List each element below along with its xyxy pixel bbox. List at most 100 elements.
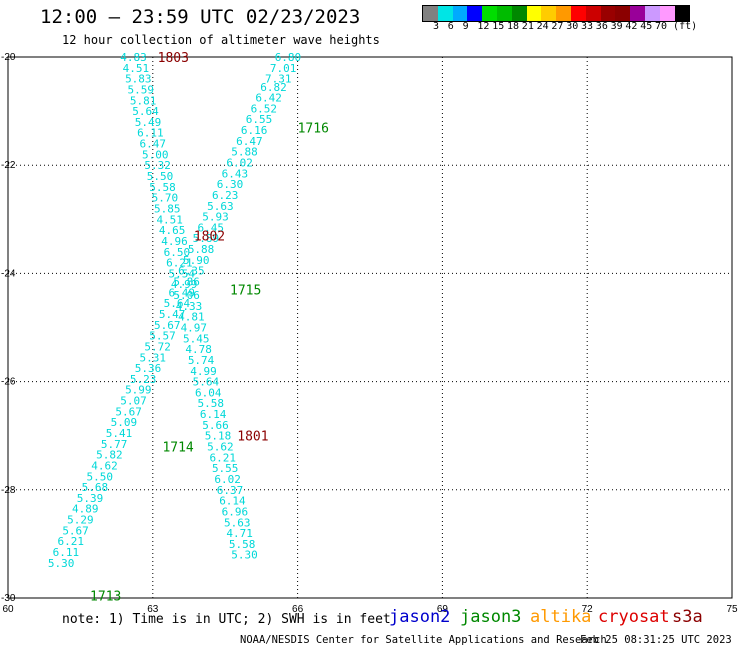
legend-swatch bbox=[541, 6, 557, 21]
wave-height-value: 4.81 bbox=[178, 311, 205, 324]
wave-height-value: 4.65 bbox=[159, 224, 186, 237]
legend-swatch bbox=[423, 6, 438, 21]
wave-height-value: 4.83 bbox=[120, 51, 147, 64]
wave-height-value: 5.36 bbox=[135, 362, 162, 375]
legend-swatch bbox=[511, 6, 527, 21]
wave-height-value: 5.89 bbox=[193, 232, 220, 245]
y-tick-label: -26 bbox=[1, 377, 16, 388]
satellite-label-jason3: jason3 bbox=[460, 607, 522, 627]
footer-note: note: 1) Time is in UTC; 2) SWH is in fe… bbox=[62, 612, 391, 627]
wave-height-value: 6.02 bbox=[214, 473, 241, 486]
wave-height-value: 5.64 bbox=[193, 376, 220, 389]
legend-tick-label: 24 bbox=[536, 21, 549, 32]
legend-tick-label: 42 bbox=[625, 21, 638, 32]
wave-height-value: 5.63 bbox=[224, 516, 251, 529]
wave-height-value: 5.06 bbox=[173, 289, 200, 302]
legend-swatch bbox=[630, 6, 645, 21]
legend-swatch bbox=[482, 6, 497, 21]
wave-height-value: 6.47 bbox=[140, 138, 167, 151]
wave-height-value: 4.51 bbox=[123, 62, 150, 75]
legend-tick-label: 9 bbox=[462, 21, 469, 32]
page-subtitle: 12 hour collection of altimeter wave hei… bbox=[62, 33, 380, 47]
legend-swatch bbox=[437, 6, 453, 21]
track-time-label: 1801 bbox=[237, 430, 268, 445]
legend-swatch bbox=[570, 6, 586, 21]
wave-height-value: 5.93 bbox=[202, 211, 229, 224]
wave-height-value: 5.62 bbox=[207, 441, 234, 454]
wave-height-value: 6.82 bbox=[260, 81, 287, 94]
wave-height-value: 5.29 bbox=[67, 514, 94, 527]
wave-height-value: 5.88 bbox=[231, 146, 258, 159]
wave-height-value: 6.21 bbox=[57, 535, 84, 548]
legend-tick-label: 3 bbox=[433, 21, 440, 32]
track-time-label: 1713 bbox=[90, 589, 121, 604]
wave-height-value: 4.99 bbox=[171, 278, 198, 291]
wave-height-value: 5.07 bbox=[120, 395, 147, 408]
wave-height-value: 5.58 bbox=[229, 538, 256, 551]
wave-height-value: 5.23 bbox=[130, 373, 157, 386]
wave-height-value: 6.80 bbox=[275, 51, 302, 64]
satellite-label-cryosat: cryosat bbox=[598, 607, 670, 627]
legend-tick-label: 27 bbox=[551, 21, 564, 32]
legend-tick-label: 15 bbox=[492, 21, 505, 32]
color-scale-legend bbox=[422, 5, 691, 22]
track-time-label: 1802 bbox=[194, 230, 225, 245]
track-time-label: 1803 bbox=[158, 51, 189, 66]
y-tick-label: -28 bbox=[1, 485, 16, 496]
wave-height-value: 4.99 bbox=[190, 365, 217, 378]
wave-height-value: 6.96 bbox=[222, 505, 249, 518]
wave-height-value: 5.39 bbox=[77, 492, 104, 505]
wave-height-value: 5.67 bbox=[62, 524, 89, 537]
wave-height-value: 7.31 bbox=[265, 73, 292, 86]
wave-height-value: 5.83 bbox=[125, 73, 152, 86]
x-tick-label: 60 bbox=[2, 604, 14, 615]
satellite-label-jason2: jason2 bbox=[389, 607, 451, 627]
legend-tick-label: 21 bbox=[521, 21, 534, 32]
wave-height-value: 5.31 bbox=[140, 351, 167, 364]
wave-height-value: 5.32 bbox=[144, 159, 171, 172]
wave-height-value: 5.66 bbox=[202, 419, 229, 432]
legend-swatch bbox=[615, 6, 631, 21]
y-tick-label: -30 bbox=[1, 593, 16, 604]
legend-tick-label: 18 bbox=[507, 21, 520, 32]
y-tick-label: -22 bbox=[1, 160, 16, 171]
legend-swatch bbox=[644, 6, 660, 21]
wave-height-value: 5.67 bbox=[154, 319, 181, 332]
wave-height-value: 6.43 bbox=[222, 167, 249, 180]
wave-height-value: 5.99 bbox=[125, 384, 152, 397]
x-tick-label: 63 bbox=[147, 604, 159, 615]
legend-tick-label: 36 bbox=[595, 21, 608, 32]
wave-height-value: 5.88 bbox=[188, 243, 215, 256]
wave-height-value: 5.59 bbox=[127, 83, 154, 96]
legend-swatch bbox=[659, 6, 675, 21]
legend-tick-label: 39 bbox=[610, 21, 623, 32]
wave-height-value: 5.58 bbox=[149, 181, 176, 194]
wave-height-value: 5.30 bbox=[231, 549, 258, 562]
wave-height-value: 5.55 bbox=[212, 462, 239, 475]
wave-height-value: 5.85 bbox=[154, 202, 181, 215]
wave-height-value: 5.50 bbox=[147, 170, 174, 183]
wave-height-value: 6.45 bbox=[197, 221, 224, 234]
wave-height-value: 6.35 bbox=[178, 265, 205, 278]
wave-height-value: 6.02 bbox=[226, 156, 253, 169]
wave-height-value: 5.00 bbox=[142, 148, 169, 161]
wave-height-value: 6.49 bbox=[169, 286, 196, 299]
wave-height-value: 5.82 bbox=[96, 449, 123, 462]
wave-height-value: 4.71 bbox=[226, 527, 253, 540]
wave-height-value: 4.96 bbox=[161, 235, 188, 248]
wave-height-value: 5.86 bbox=[173, 276, 200, 289]
x-tick-label: 69 bbox=[437, 604, 449, 615]
wave-height-value: 6.21 bbox=[210, 451, 237, 464]
satellite-label-s3a: s3a bbox=[672, 607, 703, 627]
wave-height-value: 5.77 bbox=[101, 438, 128, 451]
track-time-label: 1714 bbox=[162, 441, 193, 456]
wave-height-value: 5.41 bbox=[106, 427, 133, 440]
wave-height-value: 6.50 bbox=[164, 246, 191, 259]
y-tick-label: -20 bbox=[1, 52, 16, 63]
wave-height-value: 5.54 bbox=[169, 267, 196, 280]
wave-height-value: 4.97 bbox=[181, 322, 208, 335]
wave-height-value: 5.09 bbox=[111, 416, 138, 429]
wave-height-value: 5.63 bbox=[207, 200, 234, 213]
legend-swatch bbox=[674, 6, 690, 21]
